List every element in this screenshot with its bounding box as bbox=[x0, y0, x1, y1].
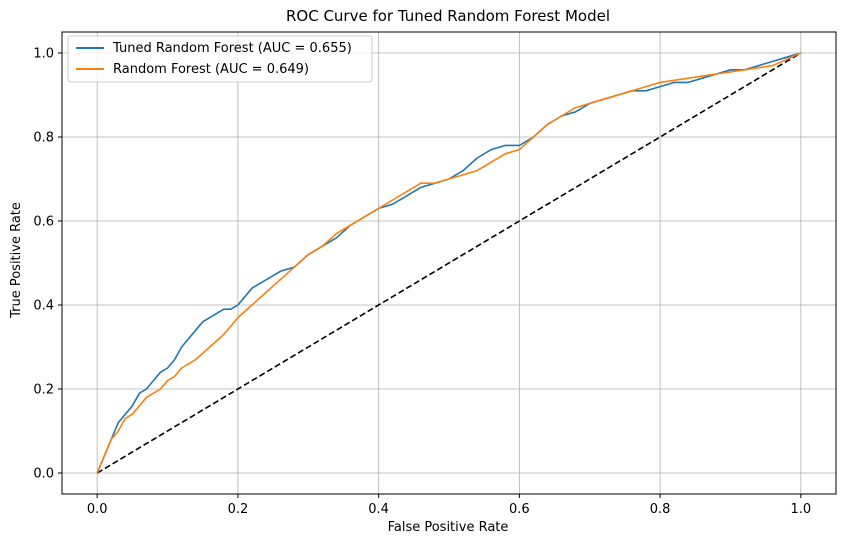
legend-label-baseline: Random Forest (AUC = 0.649) bbox=[113, 62, 309, 77]
x-tick-label: 0.4 bbox=[368, 502, 389, 517]
x-tick-label: 0.2 bbox=[228, 502, 249, 517]
chart-title: ROC Curve for Tuned Random Forest Model bbox=[286, 7, 610, 25]
y-tick-label: 0.2 bbox=[33, 383, 54, 398]
x-tick-label: 0.0 bbox=[87, 502, 108, 517]
series-line-random-forest bbox=[96, 52, 802, 474]
y-tick-label: 0.6 bbox=[33, 215, 54, 230]
diagonal-reference-line bbox=[96, 52, 802, 474]
x-tick-label: 0.8 bbox=[650, 502, 671, 517]
x-tick-label: 1.0 bbox=[790, 502, 811, 517]
y-tick-label: 0.0 bbox=[33, 467, 54, 482]
legend-label-tuned: Tuned Random Forest (AUC = 0.655) bbox=[112, 41, 352, 56]
legend: Tuned Random Forest (AUC = 0.655) Random… bbox=[67, 35, 373, 83]
series-lines bbox=[96, 52, 802, 474]
y-tick-label: 0.8 bbox=[33, 131, 54, 146]
y-axis-label: True Positive Rate bbox=[9, 202, 24, 319]
y-tick-label: 0.4 bbox=[33, 299, 54, 314]
x-axis-label: False Positive Rate bbox=[388, 520, 509, 535]
axis-ticks: 0.0 0.2 0.4 0.6 0.8 1.0 0.0 0.2 0.4 0.6 0.8 1.0 bbox=[33, 47, 811, 518]
x-tick-label: 0.6 bbox=[509, 502, 530, 517]
y-tick-label: 1.0 bbox=[33, 47, 54, 62]
legend-box bbox=[67, 35, 373, 83]
plot-frame bbox=[61, 31, 837, 495]
grid-lines bbox=[62, 32, 836, 494]
